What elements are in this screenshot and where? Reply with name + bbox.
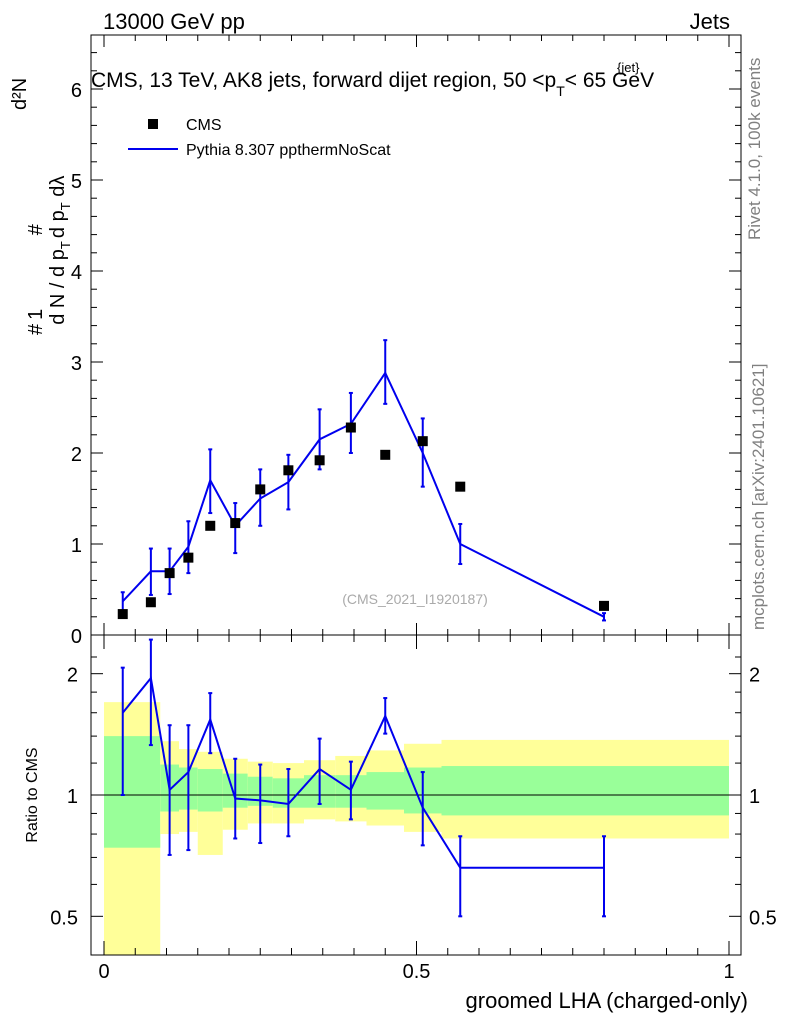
data-point [417, 436, 428, 447]
ratio-y-tick-label: 2 [67, 665, 78, 687]
title-sup: {jet} [617, 60, 640, 75]
mc-line [122, 370, 605, 618]
ratio-frame [90, 634, 742, 956]
x-tick-label: 0 [98, 961, 109, 983]
data-point [164, 568, 175, 579]
x-tick-label: 0.5 [403, 961, 431, 983]
data-point [205, 520, 216, 531]
plot-title: CMS, 13 TeV, AK8 jets, forward dijet reg… [91, 69, 654, 99]
main-y-tick-label: 6 [71, 80, 82, 102]
ratio-y-tick-label-right: 0.5 [749, 907, 777, 929]
main-y-tick-label: 2 [71, 444, 82, 466]
mcplots-label: mcplots.cern.ch [arXiv:2401.10621] [749, 364, 768, 630]
main-y-label: #1d N / d pT#d pT dλ d²N [9, 78, 73, 335]
ratio-bands [104, 702, 729, 955]
ratio-band-inner [441, 766, 479, 816]
mc-series [120, 339, 606, 622]
ratio-mc-series [120, 638, 606, 918]
main-y-tick-label: 1 [71, 535, 82, 557]
main-axis-ticks: 0 1 2 3 4 5 6 [71, 35, 741, 648]
ratio-y-tick-label-right: 2 [749, 665, 760, 687]
rivet-label: Rivet 4.1.0, 100k events [745, 58, 764, 240]
ratio-band-inner [197, 769, 223, 812]
data-point [599, 600, 609, 611]
title-tail: < 65 GeV [565, 69, 654, 92]
data-point [345, 422, 356, 433]
data-point [145, 597, 156, 608]
y-label-numerator: d²N [9, 78, 31, 110]
ratio-panel: 0.5 0.5 1 1 2 2 0 0.5 1 [50, 634, 777, 983]
ratio-band-inner [479, 766, 729, 816]
data-point [314, 455, 325, 466]
legend-data-marker [148, 119, 158, 129]
ratio-y-label: Ratio to CMS [24, 747, 41, 842]
data-point [183, 552, 194, 563]
header-category: Jets [690, 9, 730, 34]
main-y-tick-label: 4 [71, 262, 82, 284]
title-sub: T [556, 83, 565, 99]
legend-data-label: CMS [186, 117, 222, 134]
legend-mc-label: Pythia 8.307 ppthermNoScat [186, 142, 391, 159]
data-point [283, 465, 294, 476]
header-energy: 13000 GeV pp [103, 9, 245, 34]
ratio-axis-ticks: 0.5 0.5 1 1 2 2 0 0.5 1 [50, 635, 777, 983]
ratio-mc-line [121, 675, 604, 869]
ratio-y-tick-label-right: 1 [749, 786, 760, 808]
x-axis-label: groomed LHA (charged-only) [466, 988, 748, 1013]
legend: CMS Pythia 8.307 ppthermNoScat [128, 117, 391, 159]
main-y-tick-label: 0 [71, 626, 82, 648]
data-point [380, 449, 391, 460]
main-panel: 0 1 2 3 4 5 6 [71, 34, 742, 648]
data-series [117, 422, 609, 620]
main-y-tick-label: 3 [71, 353, 82, 375]
data-point [117, 609, 128, 620]
x-tick-label: 1 [723, 961, 734, 983]
analysis-watermark: (CMS_2021_I1920187) [342, 591, 488, 607]
data-point [230, 518, 241, 529]
ratio-y-tick-label: 0.5 [50, 907, 78, 929]
data-point [455, 481, 466, 492]
ratio-y-tick-label: 1 [67, 786, 78, 808]
ratio-band-inner [104, 736, 161, 848]
y-label-text: #1d N / d pT#d pT dλ [25, 176, 73, 335]
ratio-band-inner [366, 772, 404, 810]
data-point [255, 484, 266, 495]
title-main: CMS, 13 TeV, AK8 jets, forward dijet reg… [91, 69, 556, 92]
main-y-tick-label: 5 [71, 171, 82, 193]
